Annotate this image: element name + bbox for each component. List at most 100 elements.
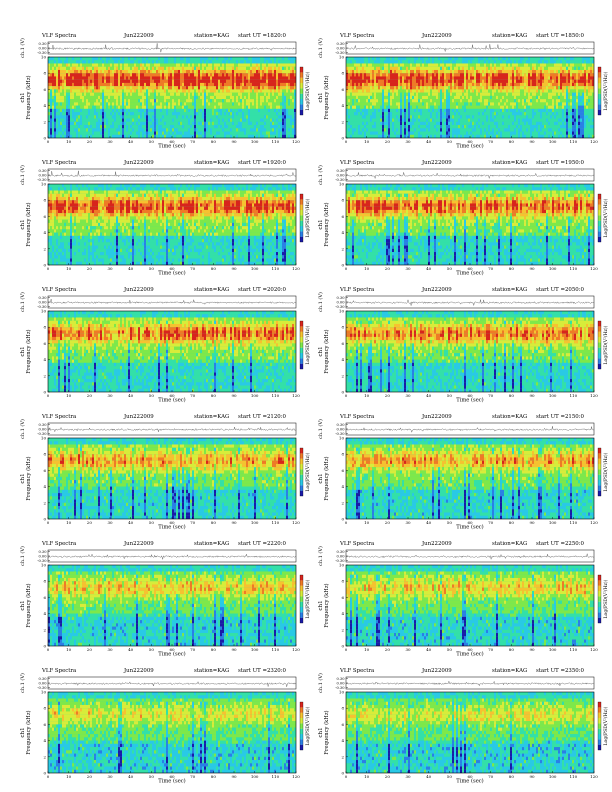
spectrogram-cell xyxy=(480,60,483,64)
spectrogram-cell xyxy=(212,69,215,74)
spectrogram-cell xyxy=(106,105,109,109)
spectrogram-cell xyxy=(190,121,193,126)
spectrogram-cell xyxy=(398,79,401,83)
spectrogram-cell xyxy=(192,128,195,132)
spectrogram-cell xyxy=(200,95,203,100)
spectrogram-cell xyxy=(184,125,187,129)
spectrogram-cell xyxy=(254,60,257,64)
spectrogram-cell xyxy=(412,118,415,122)
spectrogram-cell xyxy=(92,95,95,100)
spectrogram-cell xyxy=(52,69,55,74)
spectrogram-cell xyxy=(172,73,175,77)
spectrogram-cell xyxy=(78,66,81,71)
spectrogram-cell xyxy=(246,102,249,106)
spectrogram-cell xyxy=(484,57,487,61)
spectrogram-cell xyxy=(440,76,443,80)
spectrogram-cell xyxy=(482,125,485,129)
spectrogram-cell xyxy=(418,57,421,61)
spectrogram-cell xyxy=(428,86,431,90)
spectrogram-cell xyxy=(94,112,97,116)
spectrogram-cell xyxy=(76,115,79,119)
spectrogram-cell xyxy=(434,128,437,132)
spectrogram-cell xyxy=(434,125,437,129)
spectrogram-cell xyxy=(386,95,389,100)
spectrogram-cell xyxy=(198,134,201,139)
spectrogram-cell xyxy=(68,95,71,100)
spectrogram-cell xyxy=(160,121,163,126)
spectrogram-cell xyxy=(378,57,381,61)
spectrogram-cell xyxy=(416,66,419,71)
spectrogram-cell xyxy=(72,105,75,109)
spectrogram-cell xyxy=(154,121,157,126)
spectrogram-cell xyxy=(488,89,491,93)
spectrogram-cell xyxy=(118,76,121,80)
spectrogram-cell xyxy=(346,89,349,93)
spectrogram-cell xyxy=(50,125,53,129)
spectrogram-cell xyxy=(130,73,133,77)
spectrogram-cell xyxy=(240,69,243,74)
spectrogram-cell xyxy=(52,134,55,139)
spectrogram-cell xyxy=(134,112,137,116)
spectrogram-cell xyxy=(396,73,399,77)
spectrogram-cell xyxy=(60,121,63,126)
spectrogram-cell xyxy=(106,102,109,106)
spectrogram-cell xyxy=(152,102,155,106)
spectrogram-cell xyxy=(176,115,179,119)
spectrogram-cell xyxy=(472,92,475,96)
spectrogram-cell xyxy=(388,66,391,71)
spectrogram-cell xyxy=(78,108,81,113)
spectrogram-cell xyxy=(462,57,465,61)
spectrogram-cell xyxy=(74,86,77,90)
spectrogram-cell xyxy=(222,60,225,64)
spectrogram-cell xyxy=(54,112,57,116)
spectrogram-cell xyxy=(288,69,291,74)
spectrogram-cell xyxy=(260,89,263,93)
spectrogram-cell xyxy=(266,95,269,100)
spectrogram-cell xyxy=(416,69,419,74)
spectrogram-cell xyxy=(86,131,89,135)
spectrogram-cell xyxy=(220,115,223,119)
spectrogram-cell xyxy=(394,60,397,64)
spectrogram-cell xyxy=(210,125,213,129)
spectrogram-cell xyxy=(180,66,183,71)
spectrogram-cell xyxy=(466,79,469,83)
spectrogram-cell xyxy=(402,128,405,132)
spectrogram-cell xyxy=(96,102,99,106)
spectrogram-cell xyxy=(390,108,393,113)
spectrogram-cell xyxy=(436,89,439,93)
spectrogram-cell xyxy=(390,82,393,87)
spectrogram-cell xyxy=(190,73,193,77)
spectrogram-cell xyxy=(476,95,479,100)
spectrogram-cell xyxy=(372,79,375,83)
spectrogram-cell xyxy=(406,118,409,122)
spectrogram-cell xyxy=(230,73,233,77)
spectrogram-cell xyxy=(136,115,139,119)
spectrogram-cell xyxy=(426,86,429,90)
spectrogram-cell xyxy=(156,86,159,90)
spectrogram-cell xyxy=(384,115,387,119)
spectrogram-cell xyxy=(48,118,51,122)
spectrogram-cell xyxy=(114,131,117,135)
spectrogram-cell xyxy=(252,128,255,132)
spectrogram-cell xyxy=(150,108,153,113)
spectrogram-cell xyxy=(218,86,221,90)
spectrogram-cell xyxy=(54,134,57,139)
spectrogram-cell xyxy=(454,125,457,129)
spectrogram-cell xyxy=(128,112,131,116)
spectrogram-cell xyxy=(358,108,361,113)
spectrogram-cell xyxy=(120,125,123,129)
spectrogram-cell xyxy=(180,89,183,93)
spectrogram-cell xyxy=(214,57,217,61)
spectrogram-cell xyxy=(270,121,273,126)
spectrogram-cell xyxy=(226,76,229,80)
spectrogram-cell xyxy=(396,79,399,83)
spectrogram-cell xyxy=(268,105,271,109)
spectrogram-cell xyxy=(252,86,255,90)
spectrogram-cell xyxy=(138,118,141,122)
spectrogram-cell xyxy=(422,76,425,80)
spectrogram-cell xyxy=(60,79,63,83)
spectrogram-cell xyxy=(478,112,481,116)
spectrogram-cell xyxy=(288,66,291,71)
spectrogram-cell xyxy=(240,86,243,90)
spectrogram-cell xyxy=(108,69,111,74)
